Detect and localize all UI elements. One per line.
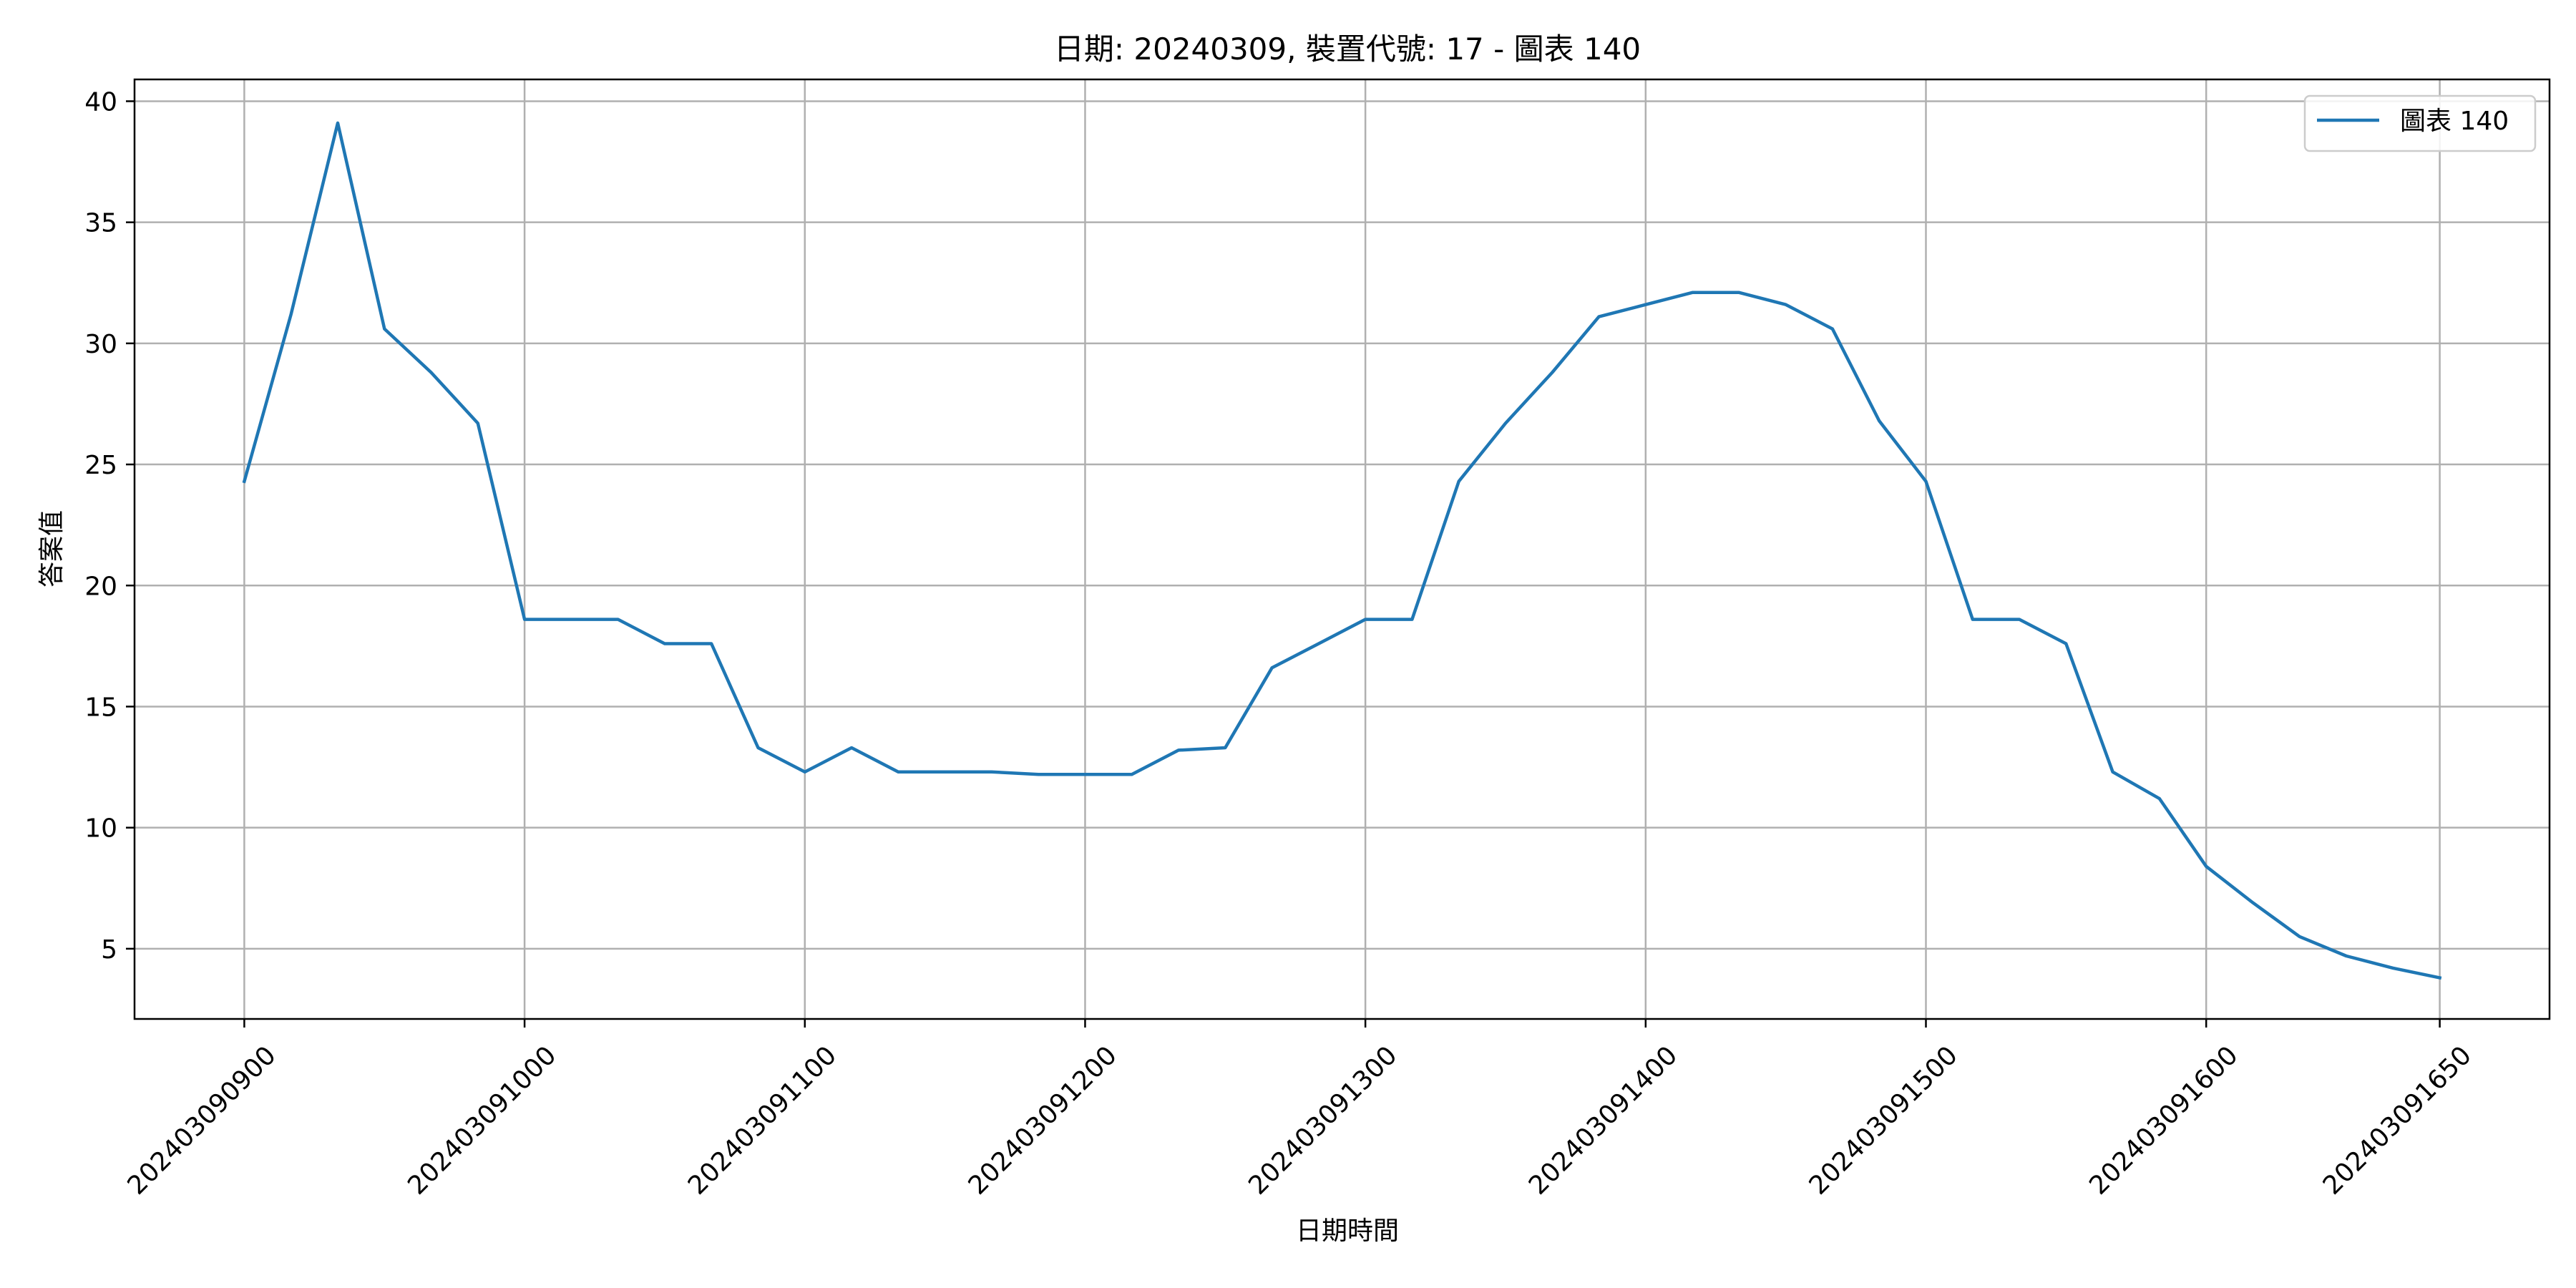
legend-label: 圖表 140 (2400, 107, 2509, 136)
series-layer (242, 121, 2442, 980)
y-tick-label: 35 (84, 209, 117, 238)
y-tick-label: 25 (84, 451, 117, 480)
series-line (242, 121, 2442, 980)
plot-area (133, 78, 2551, 1020)
y-axis: 5 10 15 20 25 30 35 40 (84, 87, 135, 965)
grid-lines (135, 79, 2550, 1019)
x-axis-label: 日期時間 (1296, 1216, 1399, 1246)
x-tick-label: 202403091300 (1243, 1040, 1402, 1200)
x-tick-label: 202403091600 (2084, 1040, 2243, 1200)
x-axis: 202403090900 202403091000 202403091100 2024… (122, 1019, 2477, 1201)
x-tick-label: 202403091500 (1804, 1040, 1963, 1200)
y-tick-label: 20 (84, 572, 117, 601)
chart-title: 日期: 20240309, 裝置代號: 17 - 圖表 140 (1054, 31, 1641, 67)
x-tick-label: 202403091650 (2318, 1040, 2477, 1200)
x-tick-label: 202403091000 (402, 1040, 562, 1200)
y-tick-label: 15 (84, 693, 117, 722)
x-tick-label: 202403091200 (963, 1040, 1123, 1200)
y-tick-label: 5 (101, 935, 117, 965)
y-axis-label: 答案值 (37, 510, 67, 587)
legend-box (2303, 94, 2537, 152)
y-tick-label: 40 (84, 87, 117, 117)
x-tick-label: 202403090900 (122, 1040, 282, 1200)
x-tick-label: 202403091400 (1523, 1040, 1683, 1200)
y-tick-label: 10 (84, 814, 117, 844)
x-tick-label: 202403091100 (683, 1040, 842, 1200)
y-tick-label: 30 (84, 330, 117, 359)
legend: 圖表 140 (2303, 94, 2537, 152)
